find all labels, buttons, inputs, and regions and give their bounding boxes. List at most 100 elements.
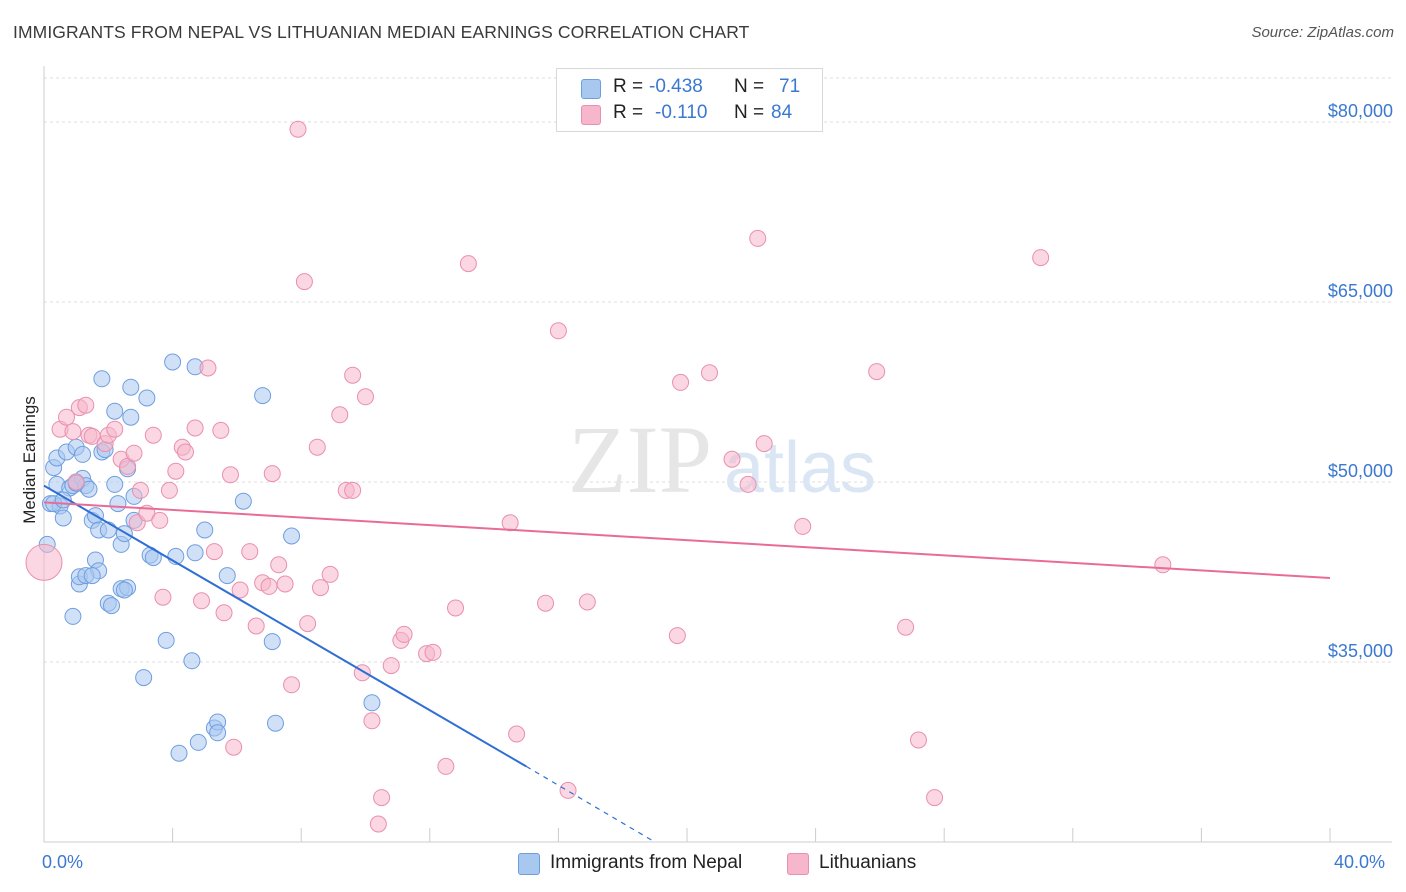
data-point	[283, 676, 301, 694]
watermark-atlas: atlas	[724, 428, 876, 508]
legend-n-value: 71	[779, 76, 801, 97]
data-point	[234, 492, 252, 510]
data-point	[77, 396, 95, 414]
data-point	[701, 364, 719, 382]
data-point	[263, 633, 281, 651]
data-point	[183, 652, 201, 670]
x-tick-label-min: 0.0%	[42, 852, 84, 872]
data-point	[578, 593, 596, 611]
data-point	[295, 273, 313, 291]
data-point	[672, 373, 690, 391]
data-point	[25, 543, 63, 581]
legend-n-label: N =	[734, 76, 765, 97]
data-point	[218, 567, 236, 585]
data-point	[283, 527, 301, 545]
chart-title: IMMIGRANTS FROM NEPAL VS LITHUANIAN MEDI…	[13, 22, 750, 42]
data-point	[67, 473, 85, 491]
data-point	[176, 443, 194, 461]
data-point	[189, 733, 207, 751]
data-point	[164, 353, 182, 371]
data-point	[157, 631, 175, 649]
trend-line	[43, 484, 527, 768]
data-point	[254, 387, 272, 405]
data-point	[109, 495, 127, 513]
data-point	[868, 363, 886, 381]
series-lithuanians	[25, 120, 1172, 833]
data-point	[276, 575, 294, 593]
data-point	[115, 581, 133, 599]
data-point	[106, 475, 124, 493]
data-point	[186, 419, 204, 437]
legend-swatch-lithuanians	[581, 105, 601, 125]
legend-swatch-lithuanians	[787, 853, 809, 875]
data-point	[131, 481, 149, 499]
data-point	[196, 521, 214, 539]
data-point	[321, 565, 339, 583]
data-point	[193, 592, 211, 610]
y-tick-label: $50,000	[1328, 461, 1393, 481]
data-point	[382, 657, 400, 675]
data-point	[749, 229, 767, 247]
legend-label-nepal: Immigrants from Nepal	[550, 852, 743, 873]
data-point	[508, 725, 526, 743]
data-point	[263, 465, 281, 483]
data-point	[160, 481, 178, 499]
legend-n-label: N =	[734, 102, 765, 123]
data-point	[926, 789, 944, 807]
data-point	[299, 615, 317, 633]
legend-r-value: -0.110	[655, 102, 708, 123]
data-point	[266, 714, 284, 732]
y-tick-label: $35,000	[1328, 641, 1393, 661]
data-point	[537, 594, 555, 612]
data-point	[215, 604, 233, 622]
data-point	[260, 577, 278, 595]
data-point	[135, 669, 153, 687]
data-point	[83, 567, 101, 585]
series-legend: Immigrants from Nepal Lithuanians	[0, 852, 1406, 878]
data-point	[369, 815, 387, 833]
data-point	[909, 731, 927, 749]
data-point	[373, 789, 391, 807]
y-tick-labels: $35,000 $50,000 $65,000 $80,000	[1328, 101, 1393, 661]
legend-n-value: 84	[771, 102, 793, 123]
legend-swatch-nepal	[581, 79, 601, 99]
data-point	[231, 581, 249, 599]
data-point	[170, 744, 188, 762]
gridlines	[44, 77, 1392, 663]
y-axis-label: Median Earnings	[20, 396, 39, 524]
y-tick-label: $80,000	[1328, 101, 1393, 121]
data-point	[308, 438, 326, 456]
data-point	[122, 378, 140, 396]
y-tick-label: $65,000	[1328, 281, 1393, 301]
data-point	[424, 643, 442, 661]
data-point	[225, 738, 243, 756]
data-point	[64, 607, 82, 625]
data-point	[447, 599, 465, 617]
data-point	[212, 421, 230, 439]
data-point	[363, 694, 381, 712]
correlation-legend: R = -0.438 N = 71 R = -0.110 N = 84	[556, 68, 823, 132]
data-point	[311, 579, 329, 597]
trend-line-extension	[525, 765, 656, 843]
data-point	[357, 388, 374, 406]
data-point	[74, 445, 92, 463]
data-point	[144, 426, 162, 444]
data-point	[549, 322, 567, 340]
data-point	[247, 617, 265, 635]
legend-label-lithuanians: Lithuanians	[819, 852, 917, 873]
trend-lines	[43, 484, 1331, 843]
data-point	[1154, 556, 1172, 574]
data-point	[739, 475, 757, 493]
data-point	[209, 724, 227, 742]
trend-line	[43, 501, 1331, 579]
axes	[43, 66, 1392, 843]
data-point	[794, 517, 812, 535]
data-point	[289, 120, 307, 138]
data-point	[331, 406, 349, 424]
data-point	[501, 514, 519, 532]
data-point	[344, 481, 362, 499]
data-point	[199, 359, 217, 377]
legend-r-label: R =	[613, 76, 644, 97]
data-point	[93, 370, 111, 388]
watermark-zip: ZIP	[568, 406, 712, 513]
